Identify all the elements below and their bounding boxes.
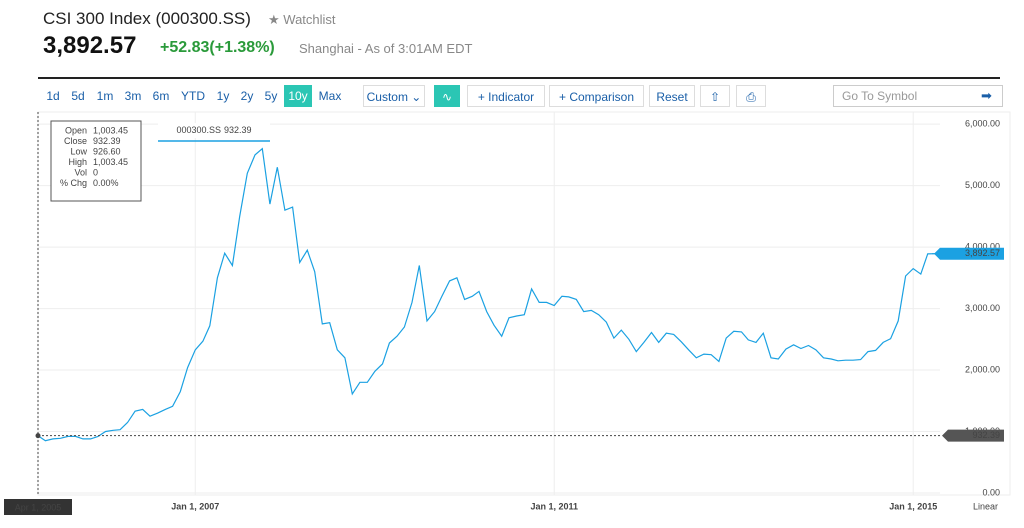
crosshair-value-label: 932.39 <box>972 430 1000 440</box>
tooltip-value: 1,003.45 <box>93 125 128 135</box>
go-arrow[interactable]: ➡ <box>981 88 992 103</box>
tooltip-label: Low <box>70 146 87 156</box>
x-tick-label: Jan 1, 2007 <box>171 501 219 511</box>
price: 3,892.57 <box>43 32 137 59</box>
toolbar: Custom ⌄ ∿ + Indicator + Comparison Rese… <box>38 77 1003 107</box>
tooltip-value: 932.39 <box>93 136 121 146</box>
change-pct: (+1.38%) <box>209 39 275 56</box>
y-tick-label: 6,000.00 <box>965 119 1000 129</box>
last-value-label: 3,892.57 <box>965 248 1000 258</box>
watchlist-label: Watchlist <box>283 12 336 27</box>
print-button[interactable]: ⎙ <box>736 85 766 107</box>
range-button[interactable]: YTD <box>181 89 205 103</box>
custom-label: Custom <box>366 90 408 104</box>
watchlist[interactable]: ★ Watchlist <box>268 12 336 28</box>
crosshair-dot <box>35 433 41 439</box>
reset-label: Reset <box>656 90 688 104</box>
status: Shanghai - As of 3:01AM EDT <box>299 41 473 56</box>
range-button[interactable]: 1m <box>96 89 114 103</box>
tooltip-label: Close <box>64 136 87 146</box>
comparison-button[interactable]: + Comparison <box>549 85 644 107</box>
range-button[interactable]: 10y <box>284 85 312 107</box>
share-button[interactable]: ⇧ <box>700 85 730 107</box>
y-tick-label: 2,000.00 <box>965 364 1000 374</box>
tooltip-label: Open <box>65 125 87 135</box>
tooltip-label: Vol <box>74 167 87 177</box>
y-tick-label: 0.00 <box>982 487 1000 497</box>
reset-button[interactable]: Reset <box>649 85 695 107</box>
star-icon: ★ <box>268 12 284 27</box>
y-tick-label: 3,000.00 <box>965 303 1000 313</box>
tooltip-value: 0 <box>93 167 98 177</box>
symbol-placeholder: Go To Symbol <box>842 89 918 103</box>
plot-frame <box>37 111 1011 496</box>
tooltip-label: % Chg <box>60 178 87 188</box>
legend-series-name: 000300.SS <box>176 125 221 135</box>
tooltip-value: 926.60 <box>93 146 121 156</box>
custom-button[interactable]: Custom ⌄ <box>363 85 425 107</box>
price-line <box>37 147 936 442</box>
crosshair-value-flag <box>942 429 1004 442</box>
chart-type-button[interactable]: ∿ <box>434 85 460 107</box>
tooltip-value: 1,003.45 <box>93 157 128 167</box>
title: CSI 300 Index (000300.SS) <box>43 9 251 28</box>
legend-box <box>158 123 270 138</box>
crosshair-date-label: Apr 1, 2005 <box>15 502 62 512</box>
x-tick-label: Jan 1, 2015 <box>889 501 937 511</box>
change-abs: +52.83 <box>160 39 210 56</box>
range-button[interactable]: 5d <box>71 89 85 103</box>
range-button[interactable]: 3m <box>124 89 142 103</box>
y-tick-label: 5,000.00 <box>965 180 1000 190</box>
legend-text: 000300.SS 932.39 <box>176 125 251 135</box>
indicator-button[interactable]: + Indicator <box>467 85 545 107</box>
last-value-flag <box>934 247 1004 260</box>
range-button[interactable]: 1d <box>46 89 60 103</box>
range-button[interactable]: 2y <box>240 89 254 103</box>
crosshair-date-flag <box>4 499 72 515</box>
range-button[interactable]: 5y <box>264 89 278 103</box>
tooltip-label: High <box>68 157 87 167</box>
symbol-input[interactable]: Go To Symbol <box>833 85 1003 107</box>
range-button[interactable]: Max <box>318 89 342 103</box>
change: +52.83(+1.38%) <box>160 39 275 57</box>
x-tick-label: Jan 1, 2011 <box>530 501 578 511</box>
scale-label: Linear <box>973 501 998 511</box>
comparison-label: Comparison <box>569 90 635 104</box>
indicator-label: Indicator <box>488 90 535 104</box>
range-button[interactable]: 6m <box>152 89 170 103</box>
legend-value: 932.39 <box>224 125 252 135</box>
tooltip-box <box>50 120 142 202</box>
range-button[interactable]: 1y <box>216 89 230 103</box>
y-tick-label: 4,000.00 <box>965 241 1000 251</box>
tooltip-value: 0.00% <box>93 178 119 188</box>
